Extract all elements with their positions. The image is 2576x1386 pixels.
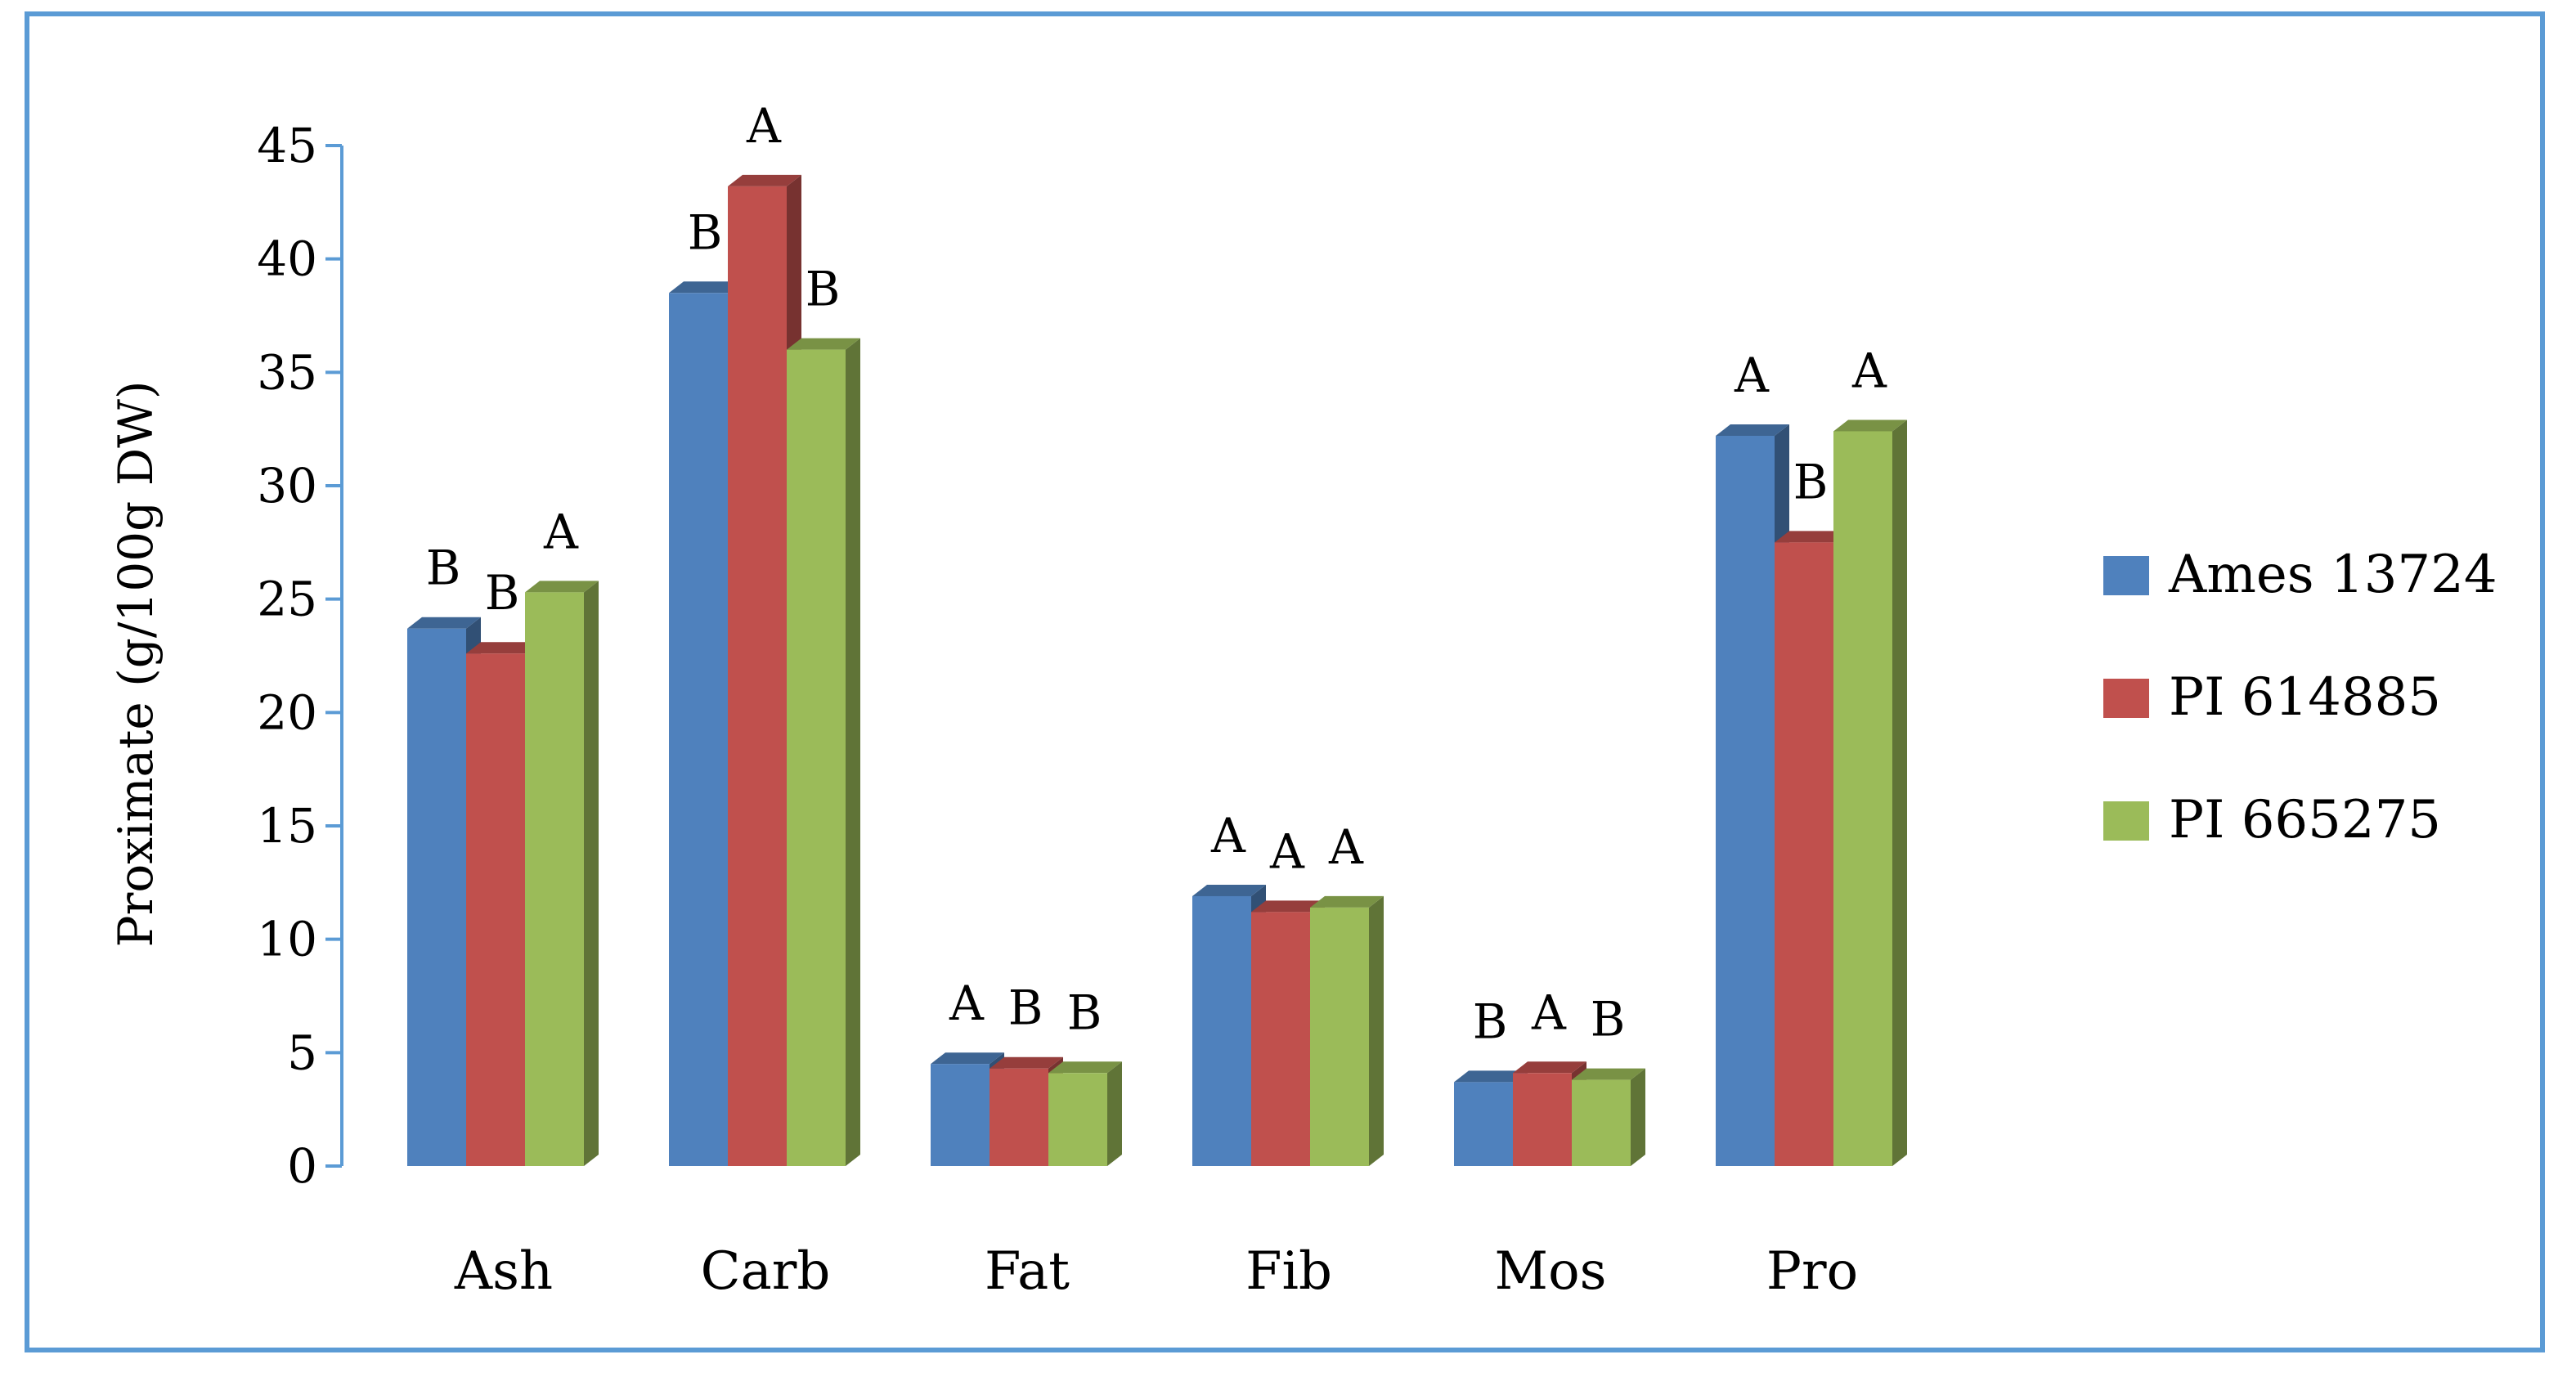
significance-letter: A [543, 504, 579, 559]
bar-top [787, 338, 860, 350]
bar-top [1454, 1070, 1528, 1083]
bar [787, 338, 860, 1167]
y-axis: 0 5 10 15 20 25 30 35 40 45 [257, 118, 343, 1194]
x-tick-label: Mos [1495, 1241, 1607, 1302]
x-axis-tick-labels: Ash Carb Fat Fib Mos Pro [454, 1241, 1858, 1302]
bar-front [1833, 431, 1892, 1166]
significance-letter: B [1008, 980, 1043, 1036]
legend-label: PI 614885 [2169, 667, 2441, 728]
bar-front [1048, 1073, 1107, 1166]
x-tick-label: Pro [1766, 1241, 1858, 1302]
bar-top [728, 174, 801, 186]
significance-letter: B [1067, 985, 1102, 1040]
bar-top [1716, 424, 1789, 436]
legend-label: PI 665275 [2169, 790, 2441, 850]
bar-front [1454, 1082, 1513, 1166]
bar [525, 581, 599, 1166]
y-tick-label: 15 [257, 798, 317, 854]
significance-letter: A [949, 976, 985, 1031]
bar-top [990, 1056, 1063, 1069]
bar-side [1369, 895, 1384, 1166]
bar [1310, 895, 1384, 1166]
bar-side [1892, 419, 1907, 1166]
bar-top [525, 581, 599, 593]
x-tick-label: Carb [701, 1241, 831, 1302]
y-tick-label: 20 [257, 684, 317, 740]
significance-letter: A [1210, 808, 1246, 863]
bar-top [669, 281, 743, 294]
legend-label: Ames 13724 [2168, 545, 2497, 605]
bar-front [466, 653, 525, 1166]
y-tick-label: 5 [287, 1025, 317, 1080]
bar-top [466, 642, 540, 654]
y-tick-label: 0 [287, 1138, 317, 1194]
bar-front [1775, 542, 1833, 1166]
bar [1572, 1068, 1645, 1166]
bar-front [1251, 912, 1310, 1166]
bar-front [1716, 435, 1775, 1166]
bar-side [1107, 1061, 1122, 1166]
bar-front [669, 293, 728, 1167]
y-tick-label: 30 [257, 458, 317, 514]
y-tick-label: 10 [257, 912, 317, 967]
legend-swatch [2103, 679, 2149, 718]
significance-letter: B [1793, 454, 1829, 509]
significance-letter: B [688, 204, 723, 260]
bar-top [1833, 419, 1907, 432]
significance-letter: B [426, 540, 461, 596]
significance-letter: B [1473, 994, 1508, 1049]
x-tick-label: Fat [985, 1241, 1070, 1302]
bar-side [584, 581, 599, 1166]
bar-front [1310, 907, 1369, 1166]
significance-letter: A [1851, 343, 1887, 398]
bar [1048, 1061, 1122, 1166]
bar-front [407, 628, 466, 1166]
bar-top [1572, 1068, 1645, 1080]
bar-front [728, 186, 787, 1166]
bar-front [787, 349, 846, 1167]
bar-top [407, 617, 481, 629]
bar-front [1192, 895, 1251, 1166]
y-tick-label: 45 [257, 118, 317, 173]
bar-side [1631, 1068, 1645, 1166]
bar-top [1775, 531, 1848, 543]
bar [1833, 419, 1907, 1166]
bar-top [1251, 900, 1325, 913]
y-tick-label: 40 [257, 231, 317, 287]
bar-top [1310, 895, 1384, 908]
legend: Ames 13724 PI 614885 PI 665275 [2103, 545, 2497, 850]
significance-letter: A [1269, 823, 1305, 879]
y-axis-label: Proximate (g/100g DW) [108, 381, 164, 948]
x-tick-label: Ash [454, 1241, 553, 1302]
bar-front [1572, 1079, 1631, 1166]
bar-top [1048, 1061, 1122, 1074]
bar-front [990, 1068, 1048, 1166]
bar-top [1513, 1061, 1586, 1074]
y-tick-label: 25 [257, 572, 317, 627]
significance-letter: A [746, 98, 782, 154]
bar-front [1513, 1073, 1572, 1166]
bar-top [1192, 884, 1266, 896]
significance-letter: A [1531, 985, 1567, 1040]
significance-letter: A [1328, 819, 1364, 875]
bar-front [931, 1064, 990, 1166]
significance-letter: B [485, 565, 520, 621]
x-tick-label: Fib [1245, 1241, 1332, 1302]
legend-swatch [2103, 801, 2149, 841]
bar-front [525, 592, 584, 1166]
legend-swatch [2103, 556, 2149, 595]
significance-letter: B [806, 262, 841, 317]
y-tick-label: 35 [257, 344, 317, 400]
significance-letter: B [1591, 992, 1626, 1047]
bar-top [931, 1052, 1004, 1065]
significance-letter: A [1734, 348, 1770, 403]
bar-side [846, 338, 860, 1167]
